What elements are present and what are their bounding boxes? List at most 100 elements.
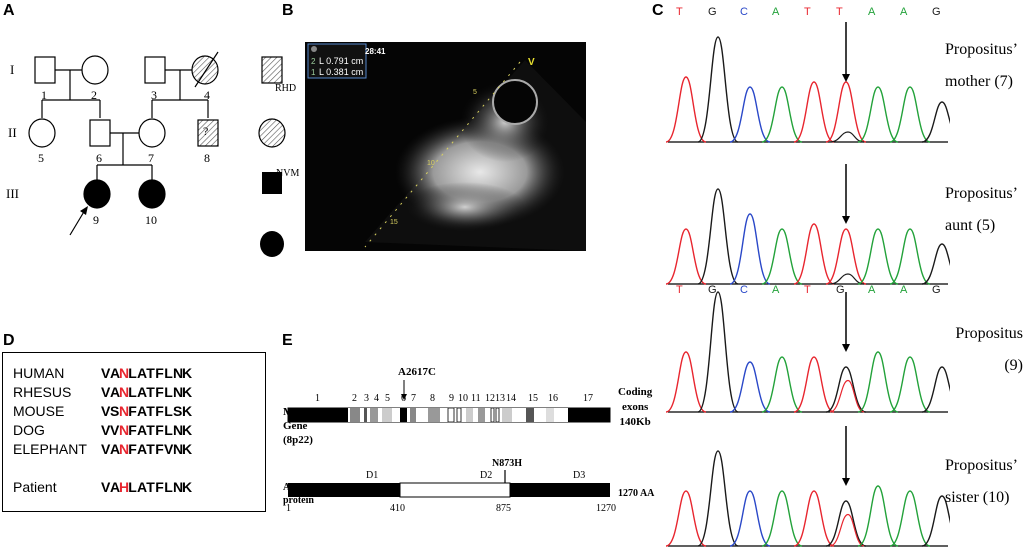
- residue: A: [137, 441, 148, 457]
- residue: F: [155, 422, 164, 438]
- base-letter-wt: A: [900, 6, 908, 18]
- residue: T: [146, 441, 155, 457]
- panel-label-e: E: [282, 332, 293, 349]
- depth-label-15: 15: [390, 219, 398, 226]
- alignment-box: HUMAN VANLATFLNK RHESUS VANLATFLNK MOUSE…: [2, 352, 266, 512]
- individual-6: [89, 119, 111, 147]
- residue: V: [101, 384, 111, 400]
- trace-peak: [729, 361, 771, 413]
- trace-label-aunt-line2: aunt (5): [945, 217, 996, 234]
- trace-peak: [857, 485, 899, 547]
- exon-1: 1: [315, 393, 320, 404]
- residue: K: [182, 403, 193, 419]
- individual-8: [197, 119, 219, 147]
- trace-peak: [729, 213, 771, 285]
- trace-label-aunt: Propositus’ aunt (5): [945, 178, 1018, 242]
- echo-time: 28:41: [365, 47, 386, 56]
- tick-410: 410: [390, 503, 405, 514]
- sequence-human: VANLATFLNK: [101, 365, 193, 381]
- residue: F: [155, 384, 164, 400]
- base-letter-mut: C: [740, 284, 748, 296]
- residue: L: [128, 365, 137, 381]
- gene-mutation-label: A2617C: [398, 366, 436, 378]
- trace-peak: [761, 86, 803, 143]
- base-letter-mut: G: [708, 284, 717, 296]
- sequence-patient: VAHLATFLNK: [101, 479, 193, 495]
- trace-peak: [921, 366, 950, 413]
- gene-name-line1: MTUS1: [283, 406, 321, 418]
- domain-d3: D3: [573, 470, 586, 481]
- trace-peak: [697, 291, 739, 413]
- residue: A: [137, 365, 148, 381]
- residue: S: [110, 403, 120, 419]
- protein-bar: [288, 482, 610, 498]
- domain-d2: D2: [480, 470, 493, 481]
- base-letter-wt: T: [804, 6, 811, 18]
- residue: L: [164, 479, 173, 495]
- base-letter-mut: A: [868, 284, 876, 296]
- trace-peak: [825, 366, 867, 413]
- residue: F: [155, 441, 164, 457]
- tick-1270: 1270: [596, 503, 616, 514]
- residue: K: [182, 422, 193, 438]
- exon-4: 4: [374, 393, 379, 404]
- gene-mutation-arrow: [401, 394, 407, 400]
- individual-4: [191, 55, 219, 85]
- trace-label-sister: Propositus’ sister (10): [945, 450, 1018, 514]
- sequence-mouse: VSNFATFLSK: [101, 403, 193, 419]
- exon-3: 3: [364, 393, 369, 404]
- protein-name-line2: protein: [283, 495, 314, 506]
- species-rhesus: RHESUS: [13, 384, 72, 400]
- residue: N: [173, 365, 184, 381]
- exon-6: 6: [401, 393, 406, 404]
- echo-measure-index-2: 1: [311, 68, 316, 77]
- base-letter-wt: A: [772, 6, 780, 18]
- tick-1: 1: [286, 503, 291, 514]
- residue: N: [173, 479, 184, 495]
- generation-label-ii: II: [8, 125, 17, 140]
- depth-label-5: 5: [473, 89, 477, 96]
- base-letter-wt: A: [868, 6, 876, 18]
- residue: T: [146, 422, 155, 438]
- species-human: HUMAN: [13, 365, 65, 381]
- residue: H: [119, 479, 130, 495]
- trace-label-mother-line2: mother (7): [945, 73, 1013, 90]
- trace-peak: [665, 490, 707, 547]
- trace-label-sister-line2: sister (10): [945, 489, 1010, 506]
- residue: K: [182, 479, 193, 495]
- residue: L: [128, 384, 137, 400]
- species-dog: DOG: [13, 422, 45, 438]
- residue: L: [164, 384, 173, 400]
- residue: L: [128, 479, 137, 495]
- id-1: 1: [41, 88, 47, 102]
- generation-label-i: I: [10, 62, 15, 77]
- coding-exons-label: Coding exons 140Kb: [618, 385, 652, 430]
- exon-7: 7: [411, 393, 416, 404]
- trace-peak: [761, 228, 803, 285]
- residue: A: [137, 403, 148, 419]
- individual-1: [34, 56, 56, 84]
- residue: K: [182, 365, 193, 381]
- coding-label-line2: exons: [621, 401, 649, 413]
- trace-secondary-peak: [829, 513, 865, 547]
- trace-label-mother-line1: Propositus’: [945, 41, 1018, 58]
- legend-hatched-circle: [258, 118, 286, 148]
- exon-11: 11: [471, 393, 481, 404]
- residue: A: [110, 479, 121, 495]
- trace-peak: [889, 86, 931, 143]
- question-mark: ?: [203, 124, 209, 138]
- sequence-header-wt: T G C A T T A A G: [676, 6, 946, 22]
- residue: A: [110, 365, 121, 381]
- trace-secondary-peak: [829, 273, 865, 285]
- residue: N: [119, 384, 130, 400]
- base-letter-mut: G: [836, 284, 845, 296]
- residue: N: [119, 403, 130, 419]
- chromatogram-traces: [665, 22, 950, 547]
- base-letter-wt: T: [676, 6, 683, 18]
- pedigree-chart: [28, 51, 286, 257]
- trace-label-propositus: Propositus (9): [945, 318, 1023, 382]
- individual-5: [28, 118, 56, 148]
- coding-label-line1: Coding: [618, 386, 653, 398]
- base-letter-wt: G: [708, 6, 717, 18]
- residue: A: [110, 384, 121, 400]
